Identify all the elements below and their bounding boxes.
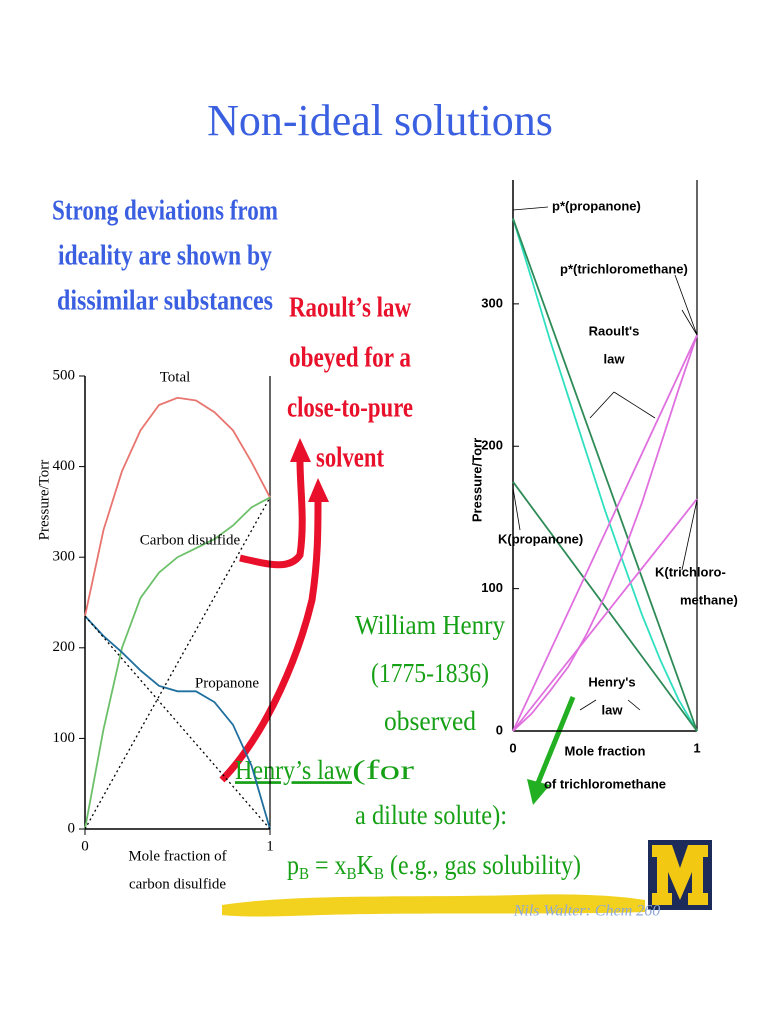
- series-label: Carbon disulfide: [140, 532, 241, 548]
- henry-law-rest: (for: [352, 755, 414, 785]
- chart: 0 100 200 300 0 1 Mole fraction of trichloromet…: [469, 180, 738, 791]
- raoult-note-line: close-to-pure: [287, 392, 413, 423]
- series-line: [84, 396, 271, 617]
- formula-part: (e.g., gas solubility): [384, 850, 581, 880]
- arrow-head: [308, 478, 329, 502]
- y-tick-label: 300: [481, 295, 503, 310]
- series-line: [512, 334, 698, 732]
- series-line: [512, 218, 698, 732]
- arrow-head: [290, 438, 311, 462]
- raoult-note-line: solvent: [316, 442, 385, 473]
- henry-law: Henry’s law: [235, 755, 352, 785]
- logo: [648, 840, 712, 910]
- pointer-line: [613, 391, 656, 419]
- y-tick-label: 0: [496, 722, 503, 737]
- raoult-note-line: Raoult’s law: [289, 292, 412, 323]
- formula-sub: B: [299, 864, 309, 883]
- pointer-line: [512, 206, 549, 211]
- chart: 0 100 200 300 400 500 0 1 Mole fraction of carbon…: [36, 367, 273, 892]
- brush-stroke: [222, 894, 645, 917]
- x-axis-label: Mole fraction of: [128, 848, 226, 864]
- pointer-line: [681, 499, 698, 571]
- y-tick-label: 300: [53, 549, 76, 565]
- arrow-head: [527, 779, 550, 805]
- series-line: [84, 615, 271, 830]
- intro-line: ideality are shown by: [58, 240, 272, 271]
- y-tick-label: 0: [68, 820, 76, 836]
- arrow: [535, 696, 576, 784]
- annotation: K(trichloro-: [655, 564, 726, 579]
- intro-line: Strong deviations from: [52, 195, 278, 226]
- formula-part: K: [357, 850, 375, 880]
- y-tick-label: 200: [481, 438, 503, 453]
- intro-line: dissimilar substances: [57, 285, 273, 316]
- formula-part: p: [287, 850, 299, 880]
- annotation: law: [604, 351, 626, 366]
- pointer-line: [674, 274, 698, 336]
- henry-condition: a dilute solute):: [355, 800, 507, 830]
- formula-sub: B: [374, 864, 384, 883]
- x-tick-label: 0: [81, 838, 89, 854]
- title: Non-ideal solutions: [207, 96, 553, 145]
- x-tick-label: 1: [266, 838, 274, 854]
- series-line: [512, 218, 698, 732]
- y-tick-label: 200: [53, 639, 76, 655]
- y-tick-label: 500: [53, 367, 76, 383]
- henry-note-line: observed: [384, 706, 476, 736]
- series-line: [512, 481, 698, 732]
- x-tick-label: 0: [509, 740, 516, 755]
- x-axis-label: of trichloromethane: [544, 776, 666, 791]
- raoult-note-line: obeyed for a: [289, 342, 411, 373]
- series-line: [512, 498, 698, 732]
- series-line: [84, 496, 271, 830]
- annotation: Henry's: [588, 674, 635, 689]
- formula-sub: B: [347, 864, 357, 883]
- footer: Nils Walter: Chem 260: [513, 903, 661, 920]
- x-axis-label: Mole fraction: [565, 743, 646, 758]
- series-label: Propanone: [195, 675, 259, 691]
- annotation: methane): [680, 592, 738, 607]
- pointer-line: [589, 391, 615, 419]
- annotation: Raoult's: [589, 323, 640, 338]
- pointer-line: [627, 699, 641, 711]
- annotation: p*(propanone): [552, 198, 641, 213]
- y-axis-label: Pressure/Torr: [469, 438, 484, 522]
- pointer-line: [579, 699, 597, 711]
- pointer-line: [512, 487, 521, 531]
- y-tick-label: 100: [53, 730, 76, 746]
- arrow: [219, 499, 322, 783]
- henry-note-line: (1775-1836): [371, 658, 489, 688]
- formula: pB = xBKB (e.g., gas solubility): [287, 850, 581, 883]
- series-line: [512, 334, 698, 732]
- y-axis-label: Pressure/Torr: [36, 460, 52, 541]
- henry-note-line: William Henry: [355, 610, 505, 640]
- arrow: [239, 459, 306, 569]
- x-axis-label: carbon disulfide: [129, 876, 226, 892]
- y-tick-label: 400: [53, 458, 76, 474]
- x-tick-label: 1: [693, 740, 700, 755]
- series-line: [84, 497, 271, 830]
- annotation: p*(trichloromethane): [560, 261, 688, 276]
- y-tick-label: 100: [481, 580, 503, 595]
- series-label: Total: [160, 369, 191, 385]
- series-line: [84, 615, 271, 830]
- annotation: law: [602, 702, 624, 717]
- formula-part: = x: [309, 850, 347, 880]
- annotation: K(propanone): [498, 531, 583, 546]
- pointer-line: [681, 309, 698, 336]
